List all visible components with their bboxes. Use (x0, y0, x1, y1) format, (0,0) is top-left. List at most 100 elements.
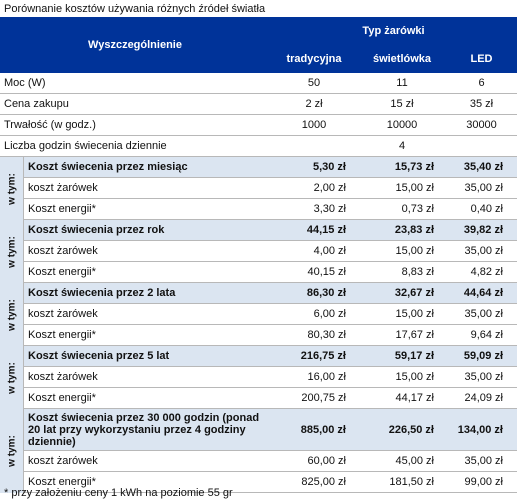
sub-row: koszt żarówek 6,00 zł 15,00 zł 35,00 zł (0, 304, 517, 325)
group-value: 216,75 zł (300, 350, 346, 362)
header-col-traditional: tradycyjna (286, 53, 342, 65)
row-value: 35 zł (469, 98, 494, 110)
group-value: 5,30 zł (312, 161, 346, 173)
w-tym-text: w tym: (6, 235, 17, 268)
sub-label: koszt żarówek (28, 308, 98, 320)
group-row: Koszt świecenia przez 2 lata 86,30 zł 32,6… (0, 283, 517, 304)
sub-label: Koszt energii* (28, 203, 96, 215)
w-tym-label: w tym: (0, 409, 24, 493)
sub-value: 99,00 zł (464, 476, 503, 488)
group-label: Koszt świecenia przez 30 000 godzin (pon… (28, 411, 260, 448)
sub-row: koszt żarówek 4,00 zł 15,00 zł 35,00 zł (0, 241, 517, 262)
group-value: 59,17 zł (394, 350, 434, 362)
sub-row: koszt żarówek 16,00 zł 15,00 zł 35,00 zł (0, 367, 517, 388)
sub-label: koszt żarówek (28, 371, 98, 383)
table-header: Wyszczególnienie Typ żarówki tradycyjna … (0, 17, 517, 73)
sub-row: koszt żarówek 60,00 zł 45,00 zł 35,00 zł (0, 451, 517, 472)
group-row: Koszt świecenia przez 5 lat 216,75 zł 59,1… (0, 346, 517, 367)
group-value: 44,15 zł (306, 224, 346, 236)
w-tym-text: w tym: (6, 298, 17, 331)
row-value: 11 (396, 77, 408, 89)
group-value: 44,64 zł (463, 287, 503, 299)
sub-value: 35,00 zł (464, 308, 503, 320)
hours-value: 4 (398, 140, 406, 152)
sub-value: 24,09 zł (464, 392, 503, 404)
group-value: 885,00 zł (300, 423, 346, 436)
sub-value: 4,82 zł (470, 266, 503, 278)
group-value: 32,67 zł (394, 287, 434, 299)
sub-value: 35,00 zł (464, 245, 503, 257)
sub-label: Koszt energii* (28, 476, 96, 488)
sub-row: Koszt energii* 80,30 zł 17,67 zł 9,64 zł (0, 325, 517, 346)
row-value: 1000 (301, 119, 327, 131)
sub-label: koszt żarówek (28, 455, 98, 467)
sub-value: 35,00 zł (464, 371, 503, 383)
group-label: Koszt świecenia przez rok (28, 224, 165, 236)
row-label: Cena zakupu (4, 98, 69, 110)
table-row: Cena zakupu 2 zł 15 zł 35 zł (0, 94, 517, 115)
sub-value: 35,00 zł (464, 455, 503, 467)
footnote: * przy założeniu ceny 1 kWh na poziomie … (4, 487, 233, 499)
sub-value: 6,00 zł (313, 308, 346, 320)
row-label: Trwałość (w godz.) (4, 119, 96, 131)
row-value: 30000 (466, 119, 497, 131)
sub-value: 9,64 zł (470, 329, 503, 341)
sub-row: Koszt energii* 3,30 zł 0,73 zł 0,40 zł (0, 199, 517, 220)
sub-value: 80,30 zł (307, 329, 346, 341)
sub-value: 15,00 zł (395, 182, 434, 194)
row-value: 15 zł (390, 98, 414, 110)
row-value: 50 (307, 77, 321, 89)
w-tym-text: w tym: (6, 361, 17, 394)
group-value: 86,30 zł (306, 287, 346, 299)
sub-value: 35,00 zł (464, 182, 503, 194)
group-value: 39,82 zł (463, 224, 503, 236)
group-label: Koszt świecenia przez 5 lat (28, 350, 170, 362)
sub-value: 15,00 zł (395, 308, 434, 320)
w-tym-label: w tym: (0, 220, 24, 283)
sub-label: koszt żarówek (28, 245, 98, 257)
sub-value: 17,67 zł (395, 329, 434, 341)
group-label: Koszt świecenia przez miesiąc (28, 161, 188, 173)
group-row: Koszt świecenia przez 30 000 godzin (pon… (0, 409, 517, 451)
group-value: 35,40 zł (463, 161, 503, 173)
sub-label: Koszt energii* (28, 266, 96, 278)
sub-value: 16,00 zł (307, 371, 346, 383)
header-col-led: LED (470, 53, 493, 65)
w-tym-label: w tym: (0, 346, 24, 409)
sub-value: 3,30 zł (313, 203, 346, 215)
group-value: 134,00 zł (457, 423, 503, 436)
group-value: 23,83 zł (394, 224, 434, 236)
sub-label: Koszt energii* (28, 329, 96, 341)
table-row-hours: Liczba godzin świecenia dziennie 4 (0, 136, 517, 157)
sub-label: Koszt energii* (28, 392, 96, 404)
group-row: Koszt świecenia przez rok 44,15 zł 23,83 z… (0, 220, 517, 241)
group-value: 59,09 zł (463, 350, 503, 362)
sub-row: koszt żarówek 2,00 zł 15,00 zł 35,00 zł (0, 178, 517, 199)
sub-value: 2,00 zł (313, 182, 346, 194)
sub-value: 44,17 zł (395, 392, 434, 404)
group-label: Koszt świecenia przez 2 lata (28, 287, 176, 299)
w-tym-label: w tym: (0, 283, 24, 346)
sub-label: koszt żarówek (28, 182, 98, 194)
sub-row: Koszt energii* 825,00 zł 181,50 zł 99,00 zł (0, 472, 517, 493)
sub-value: 200,75 zł (301, 392, 346, 404)
row-value: 6 (478, 77, 485, 89)
sub-row: Koszt energii* 40,15 zł 8,83 zł 4,82 zł (0, 262, 517, 283)
header-col-fluorescent: świetlówka (372, 53, 432, 65)
group-value: 15,73 zł (394, 161, 434, 173)
w-tym-label: w tym: (0, 157, 24, 220)
sub-value: 15,00 zł (395, 371, 434, 383)
sub-value: 825,00 zł (301, 476, 346, 488)
w-tym-text: w tym: (6, 172, 17, 205)
sub-value: 15,00 zł (395, 245, 434, 257)
sub-value: 40,15 zł (307, 266, 346, 278)
group-value: 226,50 zł (388, 423, 434, 436)
sub-value: 45,00 zł (395, 455, 434, 467)
table-row: Moc (W) 50 11 6 (0, 73, 517, 94)
table-title: Porównanie kosztów używania różnych źród… (4, 3, 266, 15)
header-col-description: Wyszczególnienie (88, 39, 182, 51)
sub-value: 60,00 zł (307, 455, 346, 467)
sub-value: 181,50 zł (389, 476, 434, 488)
sub-value: 8,83 zł (401, 266, 434, 278)
row-value: 2 zł (305, 98, 323, 110)
